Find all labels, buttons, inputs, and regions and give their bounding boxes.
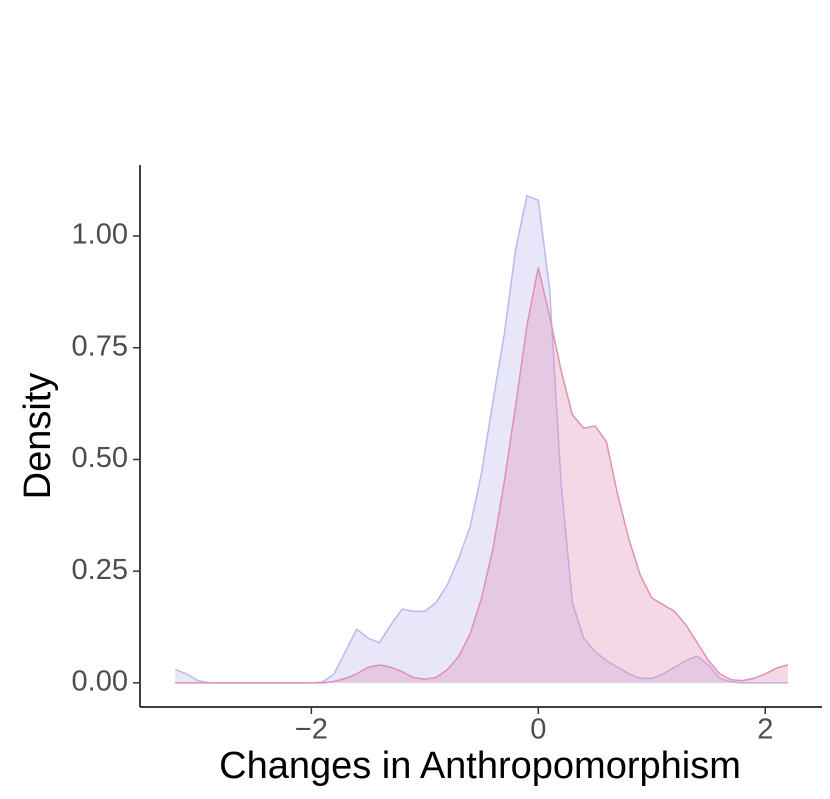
x-tick-label: 0 (530, 714, 546, 746)
y-axis-title: Density (17, 373, 59, 500)
x-tick-label: −2 (295, 714, 328, 746)
y-tick-label: 0.75 (72, 330, 128, 362)
y-tick-label: 0.00 (72, 666, 128, 698)
density-area (175, 195, 788, 683)
x-axis-title: Changes in Anthropomorphism (219, 745, 741, 787)
x-tick-label: 2 (757, 714, 773, 746)
density-area (175, 267, 788, 683)
density-line (175, 267, 789, 684)
y-tick-label: 0.50 (72, 442, 128, 474)
y-tick-label: 1.00 (72, 219, 128, 251)
y-tick-label: 0.25 (72, 554, 128, 586)
